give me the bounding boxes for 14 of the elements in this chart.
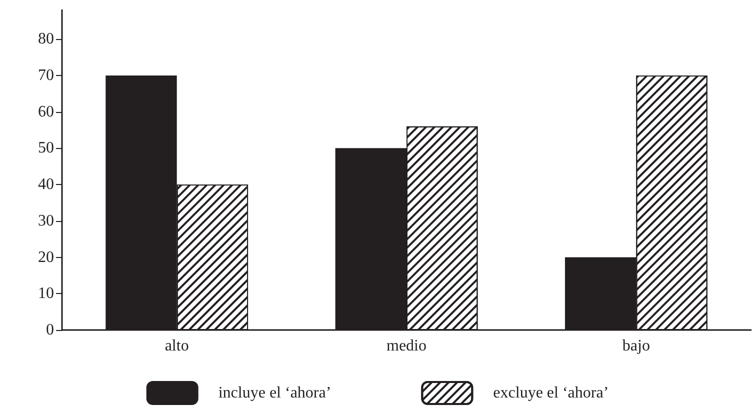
- y-tick-label: 20: [38, 248, 54, 266]
- y-tick-label: 10: [38, 285, 54, 302]
- y-tick-label: 70: [38, 66, 54, 84]
- legend-label: excluye el ‘ahora’: [493, 384, 609, 402]
- y-tick-label: 0: [46, 322, 54, 338]
- x-tick-label: bajo: [622, 338, 650, 354]
- x-tick-label: medio: [386, 338, 426, 354]
- legend-label: incluye el ‘ahora’: [218, 384, 332, 402]
- y-tick-label: 30: [38, 212, 54, 230]
- y-tick-label: 60: [38, 103, 54, 120]
- y-tick-label: 40: [38, 176, 54, 194]
- y-tick-label: 50: [38, 140, 54, 157]
- y-tick-label: 80: [38, 30, 54, 48]
- x-tick-label: alto: [164, 338, 189, 354]
